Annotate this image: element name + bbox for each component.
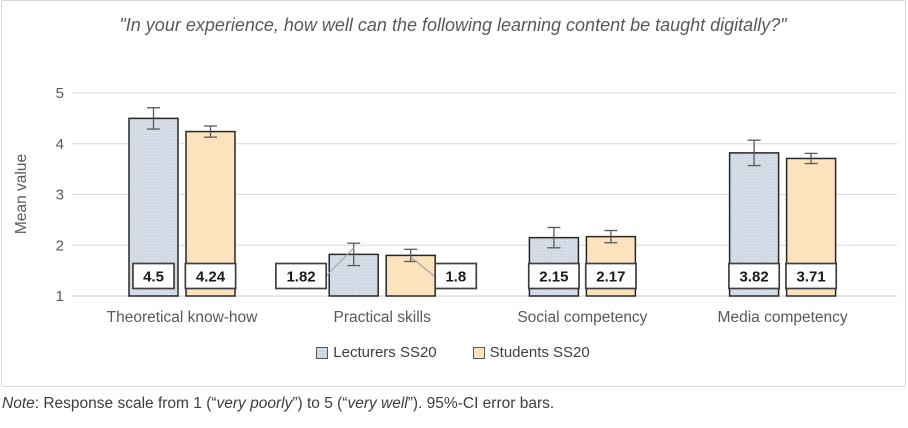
data-label-text: 2.15 bbox=[539, 269, 568, 286]
chart-title: "In your experience, how well can the fo… bbox=[119, 15, 787, 35]
data-label-text: 1.8 bbox=[445, 269, 466, 286]
y-tick-label: 1 bbox=[56, 288, 64, 305]
data-label-box bbox=[434, 262, 478, 290]
legend-item: Students SS20 bbox=[472, 344, 590, 361]
data-label-box bbox=[527, 262, 580, 290]
y-tick-label: 5 bbox=[56, 85, 64, 102]
y-tick-label: 3 bbox=[56, 187, 64, 204]
y-axis-label: Mean value bbox=[13, 154, 30, 234]
data-label-box bbox=[275, 262, 328, 290]
y-tick-label: 2 bbox=[56, 237, 64, 254]
legend-label: Students SS20 bbox=[489, 344, 590, 361]
note-segment: ”). 95%-CI error bars. bbox=[407, 395, 555, 412]
chart-title-wrap: "In your experience, how well can the fo… bbox=[0, 15, 906, 37]
data-label-box bbox=[132, 262, 175, 290]
data-label-text: 4.24 bbox=[196, 269, 226, 286]
data-label-box bbox=[184, 262, 237, 290]
data-label-text: 4.5 bbox=[143, 269, 164, 286]
legend-swatch bbox=[472, 346, 485, 359]
legend: Lecturers SS20 Students SS20 bbox=[0, 344, 906, 361]
y-tick-label: 4 bbox=[56, 136, 64, 153]
data-label-box bbox=[785, 262, 838, 290]
x-category-label: Media competency bbox=[718, 309, 848, 326]
data-label-text: 3.82 bbox=[739, 269, 768, 286]
legend-item: Lecturers SS20 bbox=[316, 344, 437, 361]
note-segment: ”) to 5 (“ bbox=[292, 395, 348, 412]
data-label-box bbox=[584, 262, 637, 290]
note-segment: Note bbox=[2, 395, 35, 412]
data-label-text: 3.71 bbox=[796, 269, 825, 286]
leader-line bbox=[410, 256, 436, 278]
legend-swatch bbox=[316, 346, 329, 359]
x-category-label: Theoretical know-how bbox=[107, 309, 259, 326]
legend-label: Lecturers SS20 bbox=[333, 344, 437, 361]
data-label-text: 1.82 bbox=[286, 269, 315, 286]
x-category-label: Practical skills bbox=[334, 309, 432, 326]
data-label-box bbox=[728, 262, 781, 290]
note-segment: : Response scale from 1 (“ bbox=[34, 395, 217, 412]
x-category-label: Social competency bbox=[517, 309, 647, 326]
note-text: Note: Response scale from 1 (“very poorl… bbox=[2, 395, 554, 413]
leader-line bbox=[325, 247, 355, 277]
data-label-text: 2.17 bbox=[596, 269, 625, 286]
note-segment: very poorly bbox=[216, 395, 293, 412]
note-segment: very well bbox=[347, 395, 408, 412]
